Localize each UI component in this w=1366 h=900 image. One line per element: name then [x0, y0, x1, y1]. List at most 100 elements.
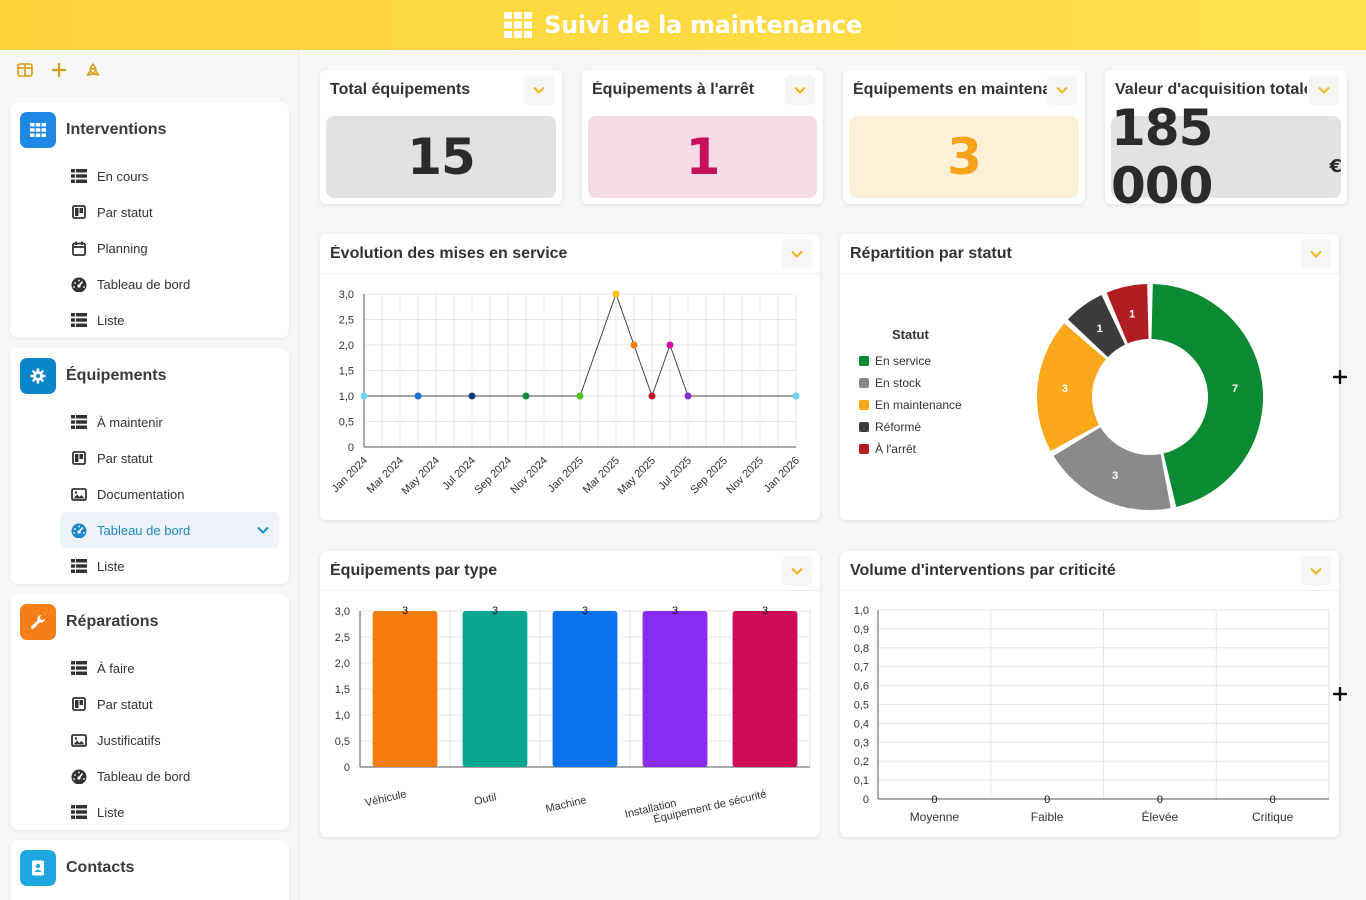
plus-icon	[1333, 370, 1347, 384]
sidebar-item-liste[interactable]: Liste	[10, 302, 289, 338]
data-point	[522, 392, 530, 400]
recycle-icon	[86, 63, 100, 76]
card-header: Équipements en maintenance	[843, 70, 1085, 110]
y-tick-label: 0,8	[854, 643, 869, 655]
sidebar-item-tableau-de-bord-active[interactable]: Tableau de bord	[60, 512, 279, 548]
section-header[interactable]: Réparations	[10, 594, 289, 650]
bar-value-label: 3	[492, 605, 498, 617]
y-tick-label: 0,6	[854, 681, 869, 693]
sidebar-item-planning[interactable]: Planning	[10, 230, 289, 266]
sidebar-section-contacts: Contacts	[10, 840, 289, 900]
kpi-card-valeur: Valeur d'acquisition totale 185 000 €	[1105, 70, 1347, 204]
sidebar-item-par-statut[interactable]: Par statut	[10, 440, 289, 476]
app-title: Suivi de la maintenance	[544, 11, 862, 39]
sidebar-item-label: Par statut	[97, 204, 153, 220]
bar	[552, 611, 618, 767]
kanban-icon	[70, 204, 88, 220]
legend-label: En service	[875, 354, 931, 368]
plus-icon	[52, 63, 66, 77]
pie-slice	[1053, 427, 1171, 510]
y-tick-label: 3,0	[339, 289, 354, 301]
sidebar-item-liste[interactable]: Liste	[10, 794, 289, 830]
y-tick-label: 0	[863, 794, 869, 806]
x-tick-label: Outil	[473, 791, 498, 808]
sidebar-item-label: Tableau de bord	[97, 276, 191, 292]
add-widget-button[interactable]	[1327, 364, 1353, 390]
card-title: Répartition par statut	[850, 244, 1012, 262]
image-icon	[70, 486, 88, 502]
x-tick-label: Faible	[1031, 810, 1064, 824]
add-widget-button[interactable]	[1327, 681, 1353, 707]
legend-swatch	[859, 356, 869, 366]
section-title: Équipements	[66, 367, 167, 384]
bar-value-label: 0	[931, 794, 937, 806]
data-point	[360, 392, 368, 400]
chevron-down-icon[interactable]	[1047, 75, 1077, 105]
pie-slice	[1106, 284, 1149, 344]
data-point	[684, 392, 692, 400]
toggle-panel-button[interactable]	[12, 57, 38, 83]
chevron-down-icon[interactable]	[1301, 239, 1331, 269]
recycle-button[interactable]	[80, 57, 106, 83]
y-tick-label: 0,5	[335, 736, 350, 748]
section-header[interactable]: Interventions	[10, 102, 289, 158]
y-tick-label: 0,5	[339, 417, 354, 429]
sidebar-item-tableau-de-bord[interactable]: Tableau de bord	[10, 266, 289, 302]
section-header[interactable]: Équipements	[10, 348, 289, 404]
y-tick-label: 0	[348, 442, 354, 454]
sidebar-item-a-faire[interactable]: À faire	[10, 650, 289, 686]
bar	[642, 611, 708, 767]
kpi-value-box: 1	[588, 116, 817, 198]
plus-icon	[1333, 687, 1347, 701]
gear-icon	[20, 358, 56, 394]
section-title: Réparations	[66, 613, 159, 630]
chevron-down-icon[interactable]	[785, 75, 815, 105]
chevron-down-icon[interactable]	[524, 75, 554, 105]
sidebar-item-par-statut[interactable]: Par statut	[10, 194, 289, 230]
add-button[interactable]	[46, 57, 72, 83]
list-icon	[70, 558, 88, 574]
y-tick-label: 2,0	[339, 340, 354, 352]
chevron-down-icon[interactable]	[1301, 556, 1331, 586]
section-header[interactable]: Contacts	[10, 840, 289, 896]
pie-slice	[1151, 284, 1263, 507]
sidebar-item-par-statut[interactable]: Par statut	[10, 686, 289, 722]
pie-slice	[1037, 323, 1106, 452]
x-tick-label: Nov 2024	[508, 455, 550, 497]
kpi-value: 1	[685, 128, 721, 186]
sidebar-item-label: À maintenir	[97, 414, 163, 430]
sidebar-item-documentation[interactable]: Documentation	[10, 476, 289, 512]
gauge-icon	[70, 276, 88, 292]
data-point	[612, 290, 620, 298]
sidebar-item-en-cours[interactable]: En cours	[10, 158, 289, 194]
y-tick-label: 2,5	[339, 315, 354, 327]
panel-icon	[17, 63, 33, 77]
data-point	[414, 392, 422, 400]
x-tick-label: Sep 2025	[688, 455, 730, 497]
sidebar-item-liste[interactable]: Liste	[10, 548, 289, 584]
x-tick-label: Moyenne	[910, 810, 960, 824]
wrench-icon	[20, 604, 56, 640]
chevron-down-icon[interactable]	[257, 522, 269, 537]
sidebar-item-tableau-de-bord[interactable]: Tableau de bord	[10, 758, 289, 794]
sidebar-section-equipements: Équipements À maintenir Par statut Docum…	[10, 348, 289, 584]
kpi-value-box: 15	[326, 116, 556, 198]
kpi-value-box: 185 000 €	[1111, 99, 1342, 204]
data-point	[666, 341, 674, 349]
chevron-down-icon[interactable]	[1309, 75, 1339, 105]
sidebar-item-label: Tableau de bord	[97, 522, 191, 538]
legend-label: À l'arrêt	[875, 441, 917, 456]
sidebar-item-label: Liste	[97, 312, 125, 328]
kpi-value: 185 000	[1111, 99, 1213, 204]
sidebar-item-a-maintenir[interactable]: À maintenir	[10, 404, 289, 440]
sidebar-item-justificatifs[interactable]: Justificatifs	[10, 722, 289, 758]
contact-icon	[20, 850, 56, 886]
chevron-down-icon[interactable]	[782, 239, 812, 269]
legend-label: Réformé	[875, 420, 921, 434]
card-header: Équipements par type	[320, 551, 820, 591]
grid-icon	[20, 112, 56, 148]
list-icon	[70, 660, 88, 676]
bar	[462, 611, 528, 767]
x-tick-label: Nov 2025	[724, 455, 766, 497]
chevron-down-icon[interactable]	[782, 556, 812, 586]
